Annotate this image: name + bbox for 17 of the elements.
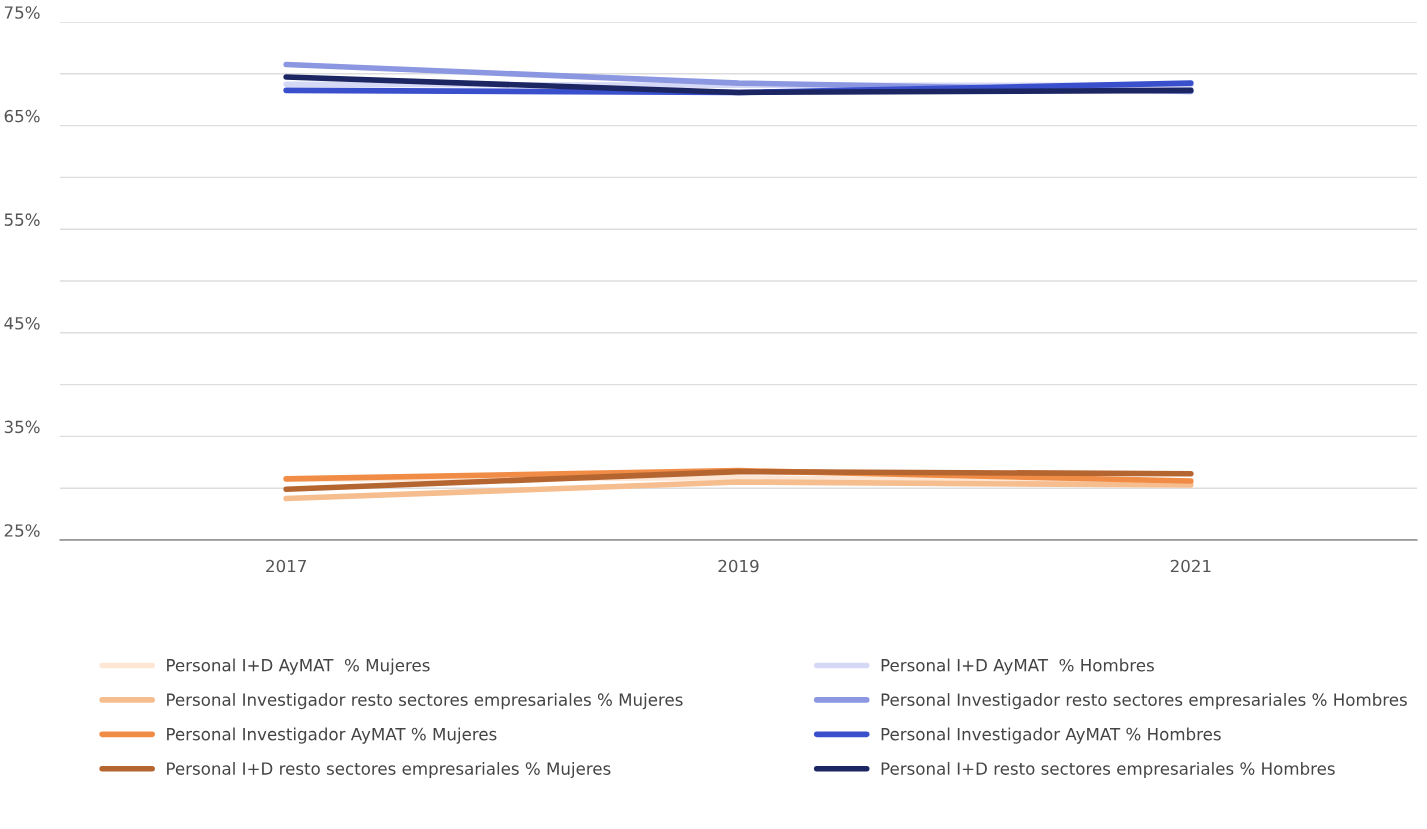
legend-label: Personal Investigador resto sectores empresariales % Hombres — [881, 693, 1407, 710]
y-tick-label: 45% — [4, 316, 40, 330]
x-tick-label: 2019 — [718, 559, 759, 573]
y-tick-label: 35% — [4, 420, 40, 434]
y-tick-label: 25% — [4, 524, 40, 537]
legend-label: Personal Investigador resto sectores empresariales % Mujeres — [167, 693, 683, 710]
y-tick-label: 55% — [4, 213, 40, 226]
legend-label: Personal I+D resto sectores empresariales % Mujeres — [167, 761, 611, 779]
legend-label: Personal Investigador AyMAT % Hombres — [881, 727, 1221, 744]
legend-label: Personal I+D AyMAT % Mujeres — [167, 658, 430, 675]
x-tick-label: 2017 — [266, 559, 306, 573]
y-tick-label: 65% — [4, 109, 40, 123]
legend-label: Personal I+D resto sectores empresariales % Hombres — [881, 761, 1335, 779]
y-tick-label: 75% — [4, 6, 40, 19]
legend-label: Personal Investigador AyMAT % Mujeres — [167, 727, 497, 744]
x-tick-label: 2021 — [1170, 559, 1211, 573]
legend-label: Personal I+D AyMAT % Hombres — [881, 658, 1154, 675]
